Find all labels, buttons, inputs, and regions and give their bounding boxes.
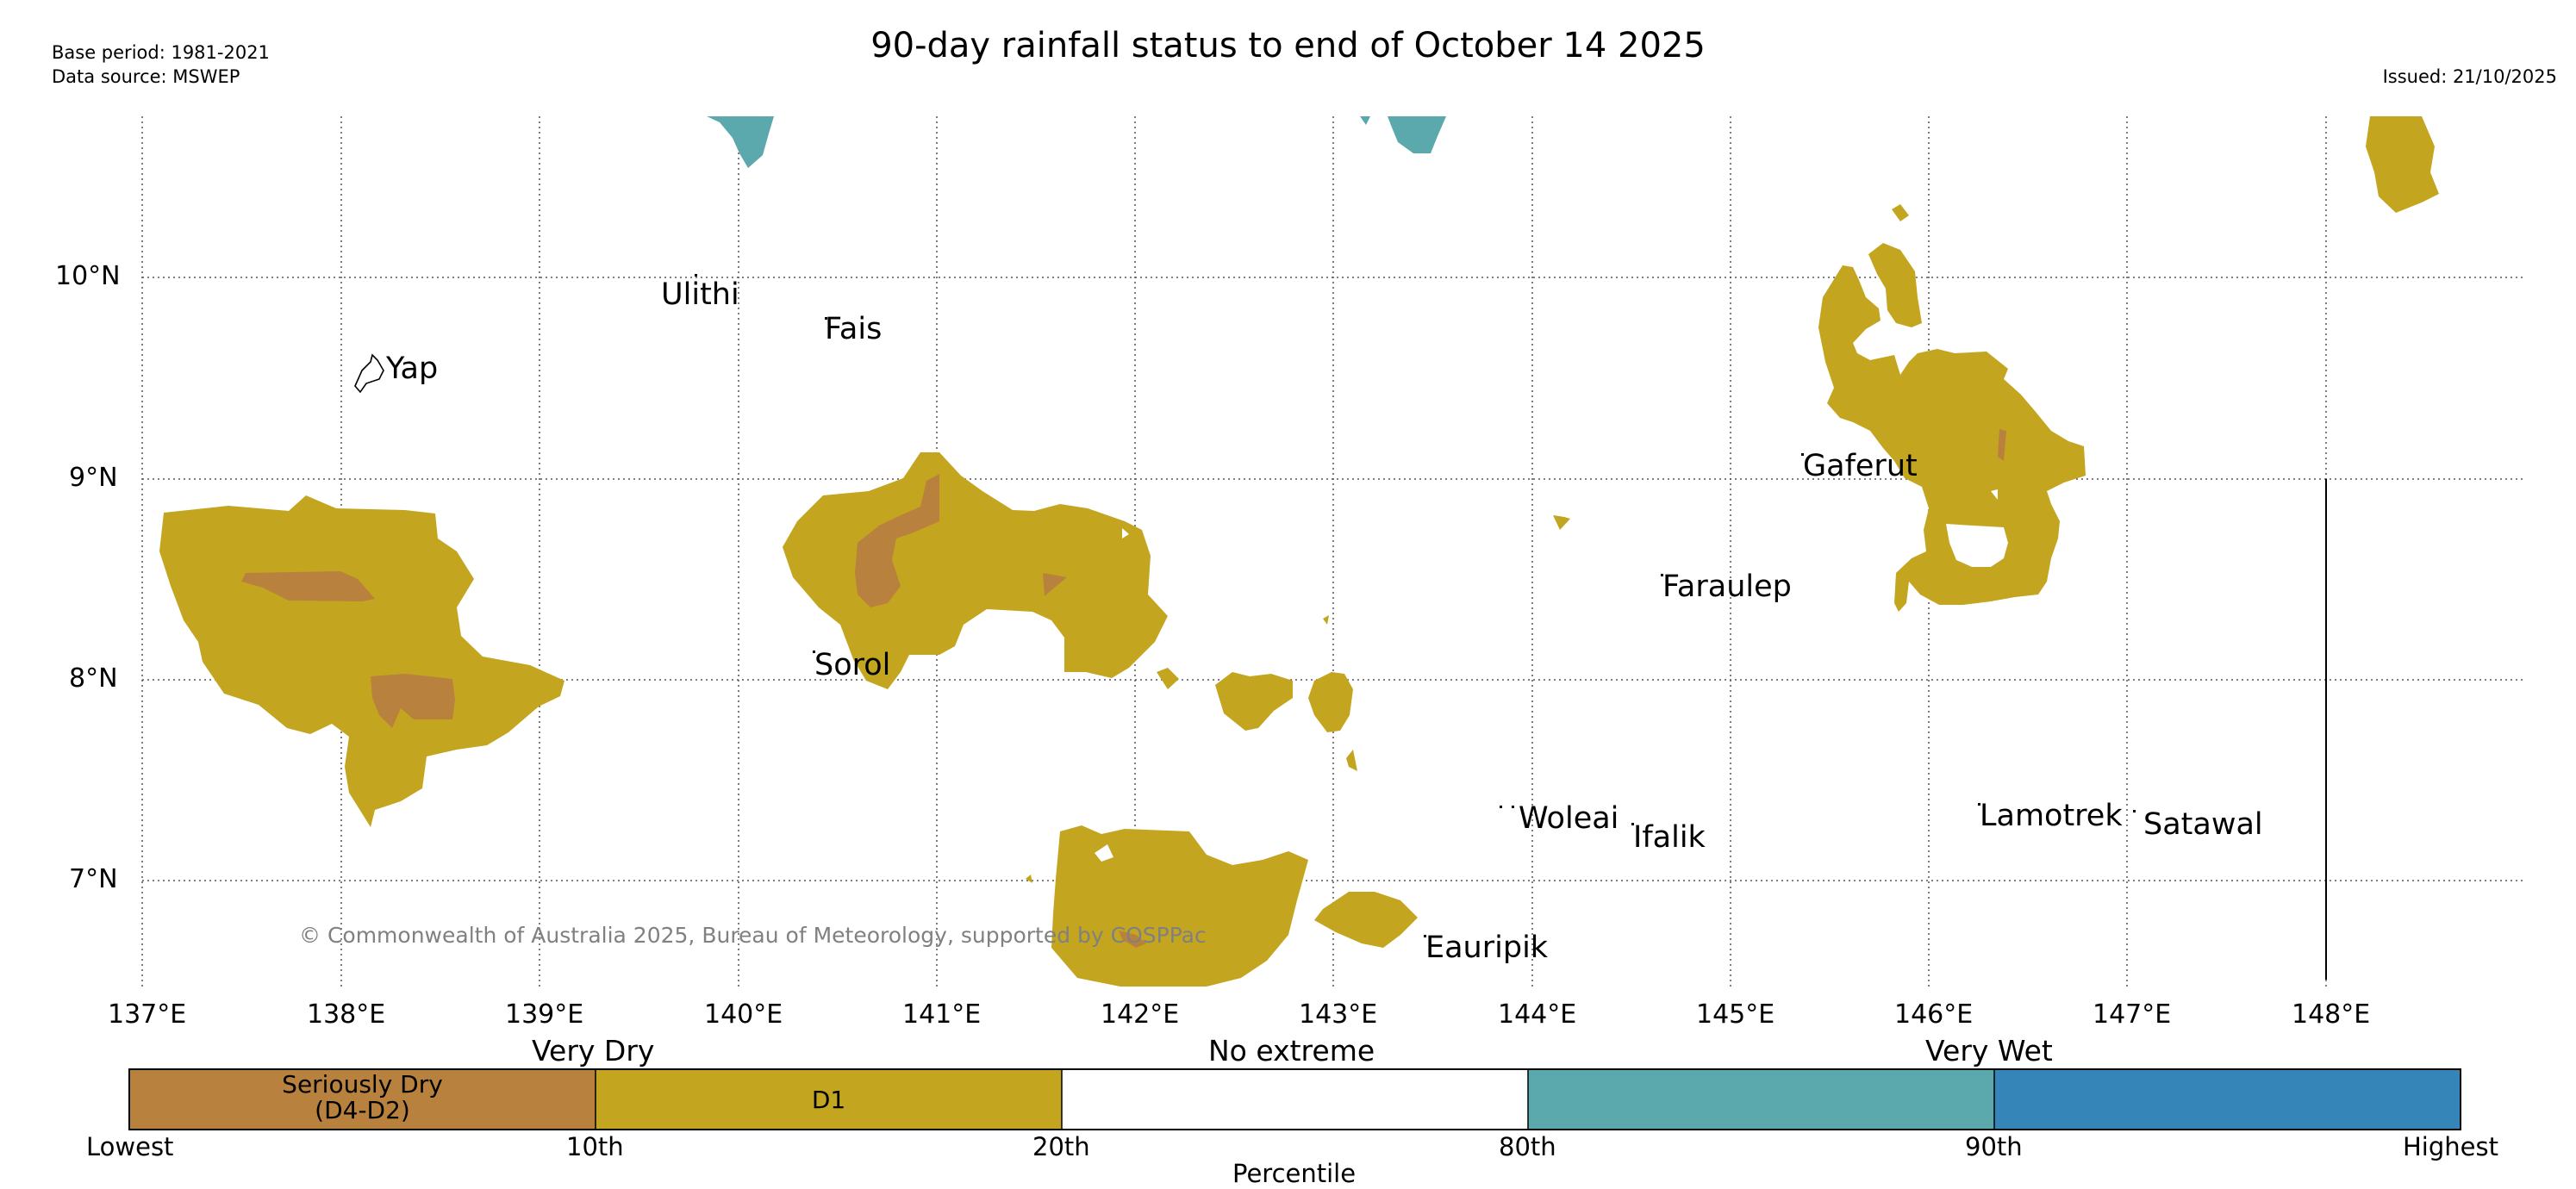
legend-segment-no-extreme bbox=[1062, 1069, 1528, 1130]
legend-label-seriously-dry-line1: Seriously Dry bbox=[282, 1070, 443, 1099]
place-label-faraulep: Faraulep bbox=[1662, 570, 1792, 604]
lon-tick-137e: 137°E bbox=[108, 999, 187, 1030]
lon-tick-138e: 138°E bbox=[307, 999, 386, 1030]
lon-tick-146e: 146°E bbox=[1894, 999, 1974, 1030]
legend-segment-seriously-dry bbox=[129, 1069, 596, 1130]
legend-segment-d1 bbox=[596, 1069, 1062, 1130]
d1-regions bbox=[159, 116, 2439, 987]
legend-colorbar bbox=[128, 1068, 2461, 1130]
legend-label-seriously-dry: Seriously Dry (D4-D2) bbox=[129, 1072, 596, 1124]
legend-label-seriously-dry-line2: (D4-D2) bbox=[315, 1096, 410, 1124]
place-label-yap: Yap bbox=[386, 352, 439, 386]
lat-tick-7n: 7°N bbox=[69, 864, 118, 894]
place-label-ifalik: Ifalik bbox=[1633, 820, 1706, 855]
lon-tick-141e: 141°E bbox=[902, 999, 982, 1030]
lon-tick-144e: 144°E bbox=[1498, 999, 1577, 1030]
seriously-dry-regions bbox=[241, 429, 2006, 948]
place-label-eauripik: Eauripik bbox=[1425, 931, 1549, 965]
copyright-notice: © Commonwealth of Australia 2025, Bureau… bbox=[299, 923, 1207, 948]
percentile-label-80th: 80th bbox=[1499, 1132, 1556, 1161]
yap-island-outline bbox=[354, 353, 384, 394]
percentile-label-highest: Highest bbox=[2403, 1132, 2498, 1161]
base-period-label: Base period: 1981-2021 bbox=[52, 42, 270, 63]
map-title: 90-day rainfall status to end of October… bbox=[870, 26, 1706, 65]
legend-category-very-dry: Very Dry bbox=[532, 1034, 655, 1068]
very-wet-regions bbox=[707, 116, 1446, 168]
lon-tick-145e: 145°E bbox=[1696, 999, 1775, 1030]
place-label-satawal: Satawal bbox=[2143, 807, 2263, 842]
lat-tick-8n: 8°N bbox=[69, 663, 118, 694]
percentile-label-10th: 10th bbox=[566, 1132, 624, 1161]
lat-tick-9n: 9°N bbox=[69, 463, 118, 493]
lon-tick-139e: 139°E bbox=[505, 999, 584, 1030]
legend-category-no-extreme: No extreme bbox=[1208, 1034, 1375, 1068]
percentile-label-20th: 20th bbox=[1032, 1132, 1090, 1161]
no-extreme-holes bbox=[1095, 489, 2008, 862]
lat-tick-10n: 10°N bbox=[55, 261, 121, 291]
percentile-label-lowest: Lowest bbox=[86, 1132, 174, 1161]
place-label-ulithi: Ulithi bbox=[661, 277, 739, 312]
place-label-lamotrek: Lamotrek bbox=[1980, 799, 2123, 833]
percentile-axis-label: Percentile bbox=[1232, 1159, 1357, 1188]
percentile-label-90th: 90th bbox=[1965, 1132, 2023, 1161]
lon-tick-140e: 140°E bbox=[704, 999, 783, 1030]
legend-segment-highest-wet bbox=[1994, 1069, 2461, 1130]
atoll-markers bbox=[695, 274, 2136, 937]
data-source-label: Data source: MSWEP bbox=[52, 66, 240, 87]
place-label-woleai: Woleai bbox=[1519, 801, 1619, 836]
legend-category-very-wet: Very Wet bbox=[1925, 1034, 2053, 1068]
place-label-sorol: Sorol bbox=[814, 648, 891, 682]
map-gridlines bbox=[141, 116, 2525, 988]
island-outlines bbox=[354, 353, 384, 394]
issued-date-label: Issued: 21/10/2025 bbox=[2382, 66, 2557, 87]
legend-segment-very-wet bbox=[1528, 1069, 1994, 1130]
place-label-gaferut: Gaferut bbox=[1803, 449, 1918, 483]
lon-tick-143e: 143°E bbox=[1299, 999, 1378, 1030]
lon-tick-147e: 147°E bbox=[2093, 999, 2172, 1030]
legend-label-d1: D1 bbox=[811, 1086, 846, 1114]
place-label-fais: Fais bbox=[825, 312, 883, 346]
lon-tick-142e: 142°E bbox=[1101, 999, 1180, 1030]
lon-tick-148e: 148°E bbox=[2292, 999, 2371, 1030]
